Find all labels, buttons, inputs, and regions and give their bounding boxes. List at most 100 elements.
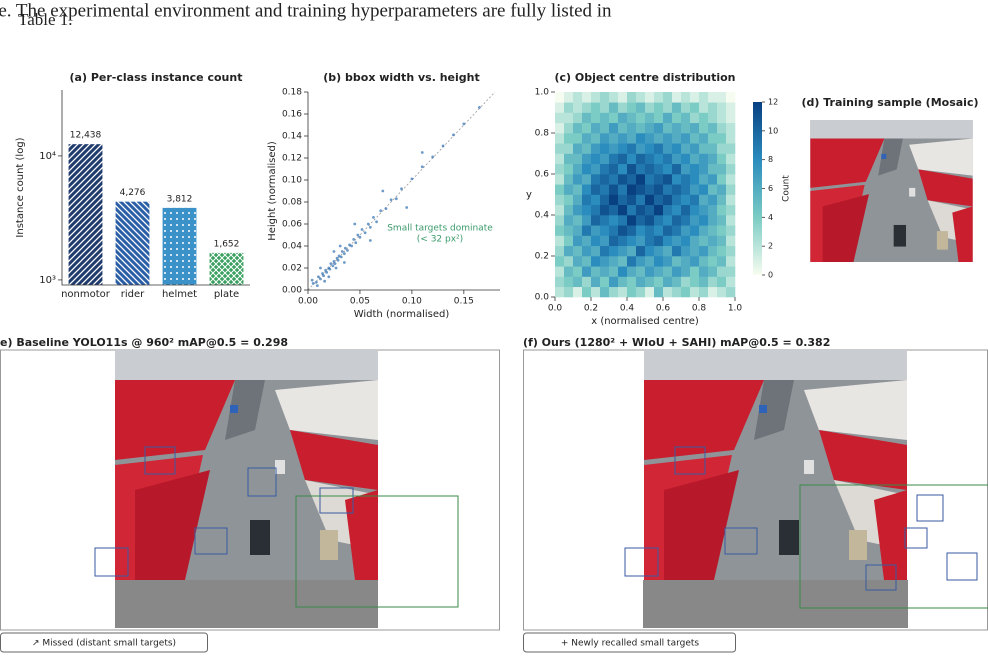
cell <box>564 287 573 298</box>
x-tick-label: plate <box>214 289 239 300</box>
cell <box>573 215 582 226</box>
point <box>462 123 465 126</box>
cell <box>609 287 618 298</box>
point <box>323 280 326 283</box>
cell <box>609 102 618 113</box>
cell <box>618 195 627 206</box>
cell <box>717 164 726 175</box>
y-axis-label: y <box>526 190 532 201</box>
cell <box>627 113 636 124</box>
y-tick-label: 0.8 <box>535 129 550 139</box>
cell <box>609 143 618 154</box>
point <box>322 274 325 277</box>
cell <box>636 113 645 124</box>
cell <box>654 246 663 257</box>
cell <box>699 266 708 277</box>
chart-title: (c) Object centre distribution <box>554 71 735 84</box>
cell <box>654 195 663 206</box>
cell <box>600 225 609 236</box>
cell <box>663 102 672 113</box>
point <box>332 264 335 267</box>
x-tick-label: nonmotor <box>61 289 111 300</box>
point <box>379 209 382 212</box>
cell <box>600 154 609 165</box>
cell <box>636 102 645 113</box>
cell <box>645 92 654 103</box>
cell <box>717 287 726 298</box>
colorbar-tick-label: 2 <box>768 242 773 251</box>
cell <box>627 92 636 103</box>
cell <box>717 102 726 113</box>
point <box>385 207 388 210</box>
cell <box>672 92 681 103</box>
cell <box>573 113 582 124</box>
cell <box>726 174 735 185</box>
cell <box>555 123 564 134</box>
point <box>317 275 320 278</box>
cell <box>681 174 690 185</box>
cell <box>690 92 699 103</box>
cell <box>573 225 582 236</box>
cell <box>555 174 564 185</box>
cell <box>645 215 654 226</box>
cell <box>681 102 690 113</box>
cell <box>645 123 654 134</box>
cell <box>663 256 672 267</box>
y-tick-label: 0.4 <box>535 211 550 221</box>
cell <box>555 184 564 195</box>
cell <box>600 277 609 288</box>
cell <box>654 164 663 175</box>
cell <box>690 287 699 298</box>
y-tick-label: 0.08 <box>282 198 302 208</box>
cell <box>654 215 663 226</box>
cell <box>645 277 654 288</box>
cell <box>699 205 708 216</box>
cell <box>690 133 699 144</box>
cell <box>591 102 600 113</box>
cell <box>618 184 627 195</box>
cell <box>645 256 654 267</box>
y-tick-label: 0.02 <box>282 264 302 274</box>
cell <box>564 92 573 103</box>
cell <box>618 113 627 124</box>
colorbar-tick-label: 12 <box>768 98 778 107</box>
cell <box>555 236 564 247</box>
y-axis-label: Height (normalised) <box>267 141 278 241</box>
cell <box>699 256 708 267</box>
cell <box>663 174 672 185</box>
cell <box>618 215 627 226</box>
point <box>381 190 384 193</box>
cell <box>573 174 582 185</box>
cell <box>636 133 645 144</box>
cell <box>573 246 582 257</box>
cell <box>600 266 609 277</box>
cell <box>582 205 591 216</box>
chart-title: (b) bbox width vs. height <box>323 71 479 84</box>
panel-title: (d) Training sample (Mosaic) <box>802 96 979 109</box>
cell <box>618 256 627 267</box>
cell <box>609 154 618 165</box>
cell <box>564 256 573 267</box>
cell <box>681 277 690 288</box>
cell <box>609 92 618 103</box>
cell <box>654 256 663 267</box>
cell <box>681 225 690 236</box>
cell <box>708 195 717 206</box>
cell <box>708 266 717 277</box>
cell <box>699 164 708 175</box>
value-label: 12,438 <box>70 131 102 141</box>
cell <box>627 102 636 113</box>
cell <box>636 123 645 134</box>
cell <box>564 246 573 257</box>
cell <box>663 266 672 277</box>
cell <box>690 154 699 165</box>
cell <box>717 174 726 185</box>
cell <box>672 225 681 236</box>
cell <box>699 215 708 226</box>
cell <box>726 92 735 103</box>
cell <box>654 154 663 165</box>
point <box>353 223 356 226</box>
cell <box>600 92 609 103</box>
cell <box>609 113 618 124</box>
cell <box>609 266 618 277</box>
